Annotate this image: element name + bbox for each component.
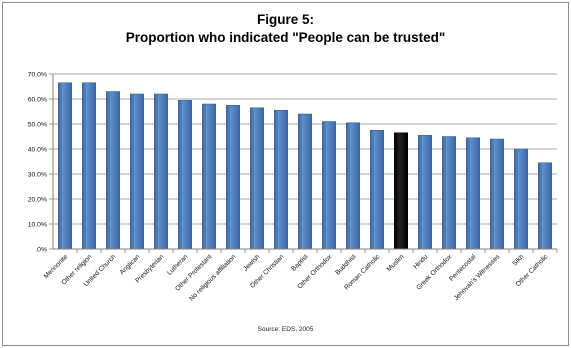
x-tick-label: No religious affiliation — [188, 253, 237, 302]
bar — [538, 162, 552, 250]
bar — [82, 82, 96, 250]
y-tick-label: .0% — [35, 246, 47, 253]
bar — [274, 110, 288, 250]
bar — [394, 132, 408, 250]
x-tick-label: Sikh — [511, 253, 525, 267]
bar — [346, 122, 360, 250]
bar — [250, 107, 264, 250]
x-tick-label: Jewish — [242, 253, 261, 272]
x-tick-label: Buddhist — [334, 253, 357, 276]
chart-title: Figure 5: — [256, 12, 314, 27]
bar — [130, 93, 144, 250]
x-tick-label: Hindu — [412, 253, 429, 270]
bar — [490, 138, 504, 250]
bar — [106, 91, 120, 250]
bar — [322, 121, 336, 250]
x-tick-label: Jehovah's Witnesses — [453, 253, 502, 302]
y-tick-label: 70.0% — [28, 71, 47, 78]
bar — [154, 93, 168, 250]
bar — [58, 82, 72, 250]
bar — [466, 137, 480, 250]
x-tick-label: Muslim — [386, 253, 406, 273]
source-note: Source: EDS, 2005 — [257, 326, 314, 333]
x-tick-label: Baptist — [290, 253, 309, 272]
chart-subtitle: Proportion who indicated "People can be … — [125, 30, 446, 45]
x-tick-label: Anglican — [119, 253, 142, 276]
bar — [226, 105, 240, 250]
bar — [514, 148, 528, 250]
y-tick-label: 40.0% — [28, 146, 47, 153]
y-tick-label: 30.0% — [28, 171, 47, 178]
y-tick-label: 10.0% — [28, 221, 47, 228]
y-tick-label: 50.0% — [28, 121, 47, 128]
bar — [370, 130, 384, 250]
bar — [418, 135, 432, 250]
y-tick-label: 20.0% — [28, 196, 47, 203]
x-tick-label: Lutheran — [166, 253, 190, 277]
bar — [178, 100, 192, 250]
bar — [202, 103, 216, 250]
bar — [442, 136, 456, 250]
y-tick-label: 60.0% — [28, 96, 47, 103]
bar — [298, 113, 312, 250]
